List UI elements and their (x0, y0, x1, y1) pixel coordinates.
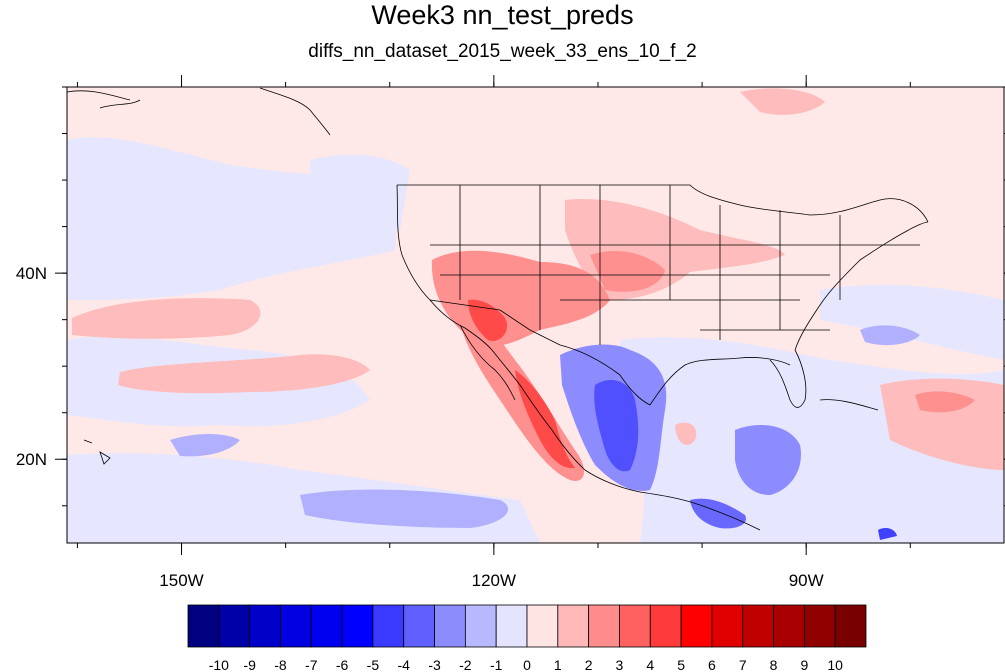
colorbar-swatch (372, 604, 405, 648)
mexico-blue-regions (170, 325, 920, 540)
colorbar-label: 5 (677, 657, 685, 672)
map-title: Week3 nn_test_preds (371, 0, 634, 30)
caribbean-red (675, 422, 697, 445)
gulf-coast (649, 357, 791, 406)
map-subtitle: diffs_nn_dataset_2015_week_33_ens_10_f_2 (308, 41, 697, 62)
cuba (819, 399, 879, 411)
gulf-blue (735, 425, 801, 495)
pacific-south-blue (300, 489, 509, 528)
colorbar-swatch (649, 604, 682, 648)
lat-label: 40N (16, 264, 47, 283)
colorbar-label: -4 (398, 657, 411, 672)
colorbar-label: -2 (459, 657, 472, 672)
map-ticks (55, 75, 1005, 555)
colorbar-swatch (711, 604, 744, 648)
lon-label: 90W (789, 571, 824, 590)
colorbar-swatch (495, 604, 528, 648)
mexico-blue-inner (594, 380, 639, 472)
colorbar-swatch (803, 604, 836, 648)
colorbar-label: 3 (616, 657, 624, 672)
colorbar-label: 4 (646, 657, 654, 672)
atlantic-blue (860, 325, 920, 346)
colorbar-label: 9 (800, 657, 808, 672)
colorbar-swatch (464, 604, 497, 648)
colorbar-swatch (249, 604, 281, 648)
colorbar-label: -10 (209, 657, 229, 672)
coastlines-and-borders (67, 87, 929, 531)
caribbean-blue (878, 528, 897, 540)
colorbar-swatch (218, 604, 251, 648)
colorbar-label: 1 (554, 657, 562, 672)
us-mexico-border (429, 299, 651, 406)
florida (769, 349, 807, 408)
colorbar-label: 10 (827, 657, 843, 672)
us-canada-border (397, 184, 929, 223)
atlantic-mid-red (915, 391, 975, 413)
colorbar: -10 -9 -8 -7 -6 -5 -4 -3 -2 -1 0 1 2 3 4 5 6 7 8 9 10 (187, 604, 867, 672)
colorbar-swatch (834, 604, 867, 648)
colorbar-label: -5 (367, 657, 380, 672)
colorbar-swatch (341, 604, 374, 648)
pacific-red-band-1 (72, 298, 261, 339)
east-coast (794, 221, 929, 351)
colorbar-swatch (403, 604, 435, 648)
states-grid-1 (459, 185, 841, 345)
colorbar-swatch (310, 604, 343, 648)
colorbar-swatch (588, 604, 620, 648)
hawaii-islands (83, 439, 111, 465)
colorbar-swatch (773, 604, 805, 648)
states-grid-2 (430, 244, 920, 331)
pacific-red-band-2 (118, 354, 370, 394)
colorbar-label: 6 (708, 657, 716, 672)
colorbar-label: 7 (739, 657, 747, 672)
colorbar-swatch (187, 604, 220, 648)
colorbar-swatch (526, 604, 559, 648)
hawaii-blue (170, 434, 240, 457)
alaska-coast (67, 87, 331, 136)
colorbar-label: -9 (243, 657, 256, 672)
us-west-coast (396, 184, 761, 531)
axis-labels: 150W 120W 90W 40N 20N (16, 264, 824, 590)
colorbar-swatch (742, 604, 774, 648)
colorbar-label: -3 (428, 657, 441, 672)
colorbar-label: 0 (523, 657, 531, 672)
colorbar-swatch (680, 604, 713, 648)
colorbar-label: -8 (274, 657, 287, 672)
map-frame (66, 86, 1005, 544)
sierra-madre-strong-red (515, 370, 575, 469)
lat-label: 20N (16, 450, 47, 469)
colorbar-label: 8 (770, 657, 778, 672)
colorbar-label: -7 (305, 657, 318, 672)
colorbar-swatch (619, 604, 651, 648)
plains-mid-red (590, 250, 665, 292)
colorbar-label: 2 (585, 657, 593, 672)
colorbar-swatch (557, 604, 590, 648)
lon-label: 120W (472, 571, 516, 590)
baja-peninsula (459, 324, 516, 401)
atlantic-pale-blue (820, 284, 1004, 360)
lon-label: 150W (159, 571, 203, 590)
northeast-pacific-red (740, 88, 825, 115)
colorbar-label: -1 (490, 657, 503, 672)
colorbar-swatch (434, 604, 466, 648)
pacific-coast-pale-blue (310, 154, 410, 232)
colorbar-swatch (280, 604, 312, 648)
map-plot-area (66, 86, 1005, 544)
colorbar-label: -6 (336, 657, 349, 672)
